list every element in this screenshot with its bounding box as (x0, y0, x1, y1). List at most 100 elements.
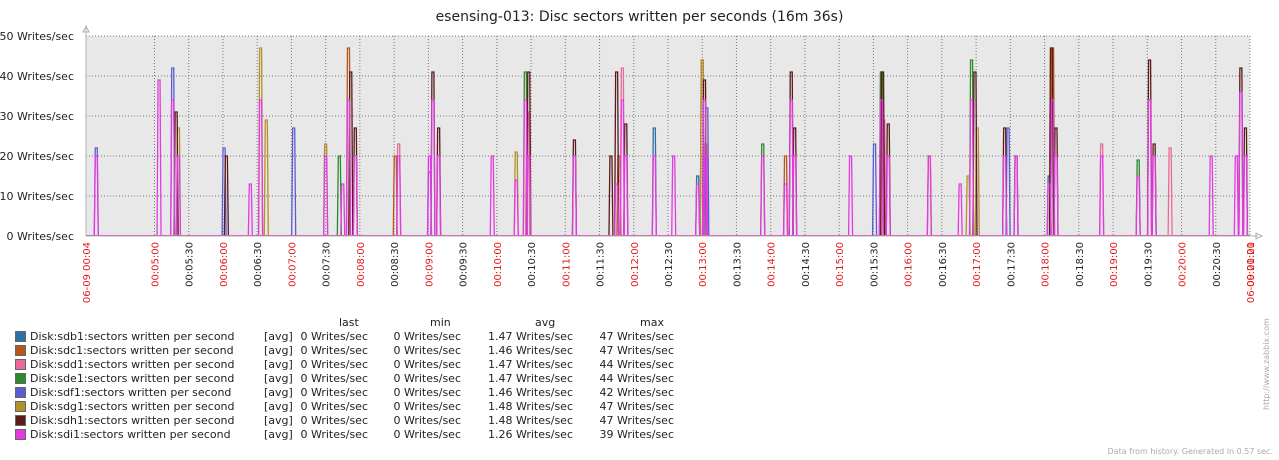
legend-avg: 1.46 Writes/sec (487, 344, 573, 357)
series-spike-8 (322, 155, 329, 237)
legend-avg: 1.26 Writes/sec (487, 428, 573, 441)
series-spike-8 (847, 155, 854, 237)
series-spike-8 (1208, 155, 1214, 237)
series-spike-7 (1048, 47, 1055, 237)
x-tick-label: 00:17:30 (1006, 242, 1017, 287)
x-tick-label: 00:07:30 (322, 242, 333, 287)
legend-swatch (15, 345, 26, 356)
legend-max: 44 Writes/sec (599, 358, 674, 371)
legend-name: Disk:sdf1:sectors written per second (30, 386, 232, 399)
legend-last: 0 Writes/sec (300, 358, 368, 371)
y-axis-arrow (82, 24, 90, 33)
legend-swatch (15, 373, 26, 384)
legend-min: 0 Writes/sec (393, 344, 461, 357)
chart-title: esensing-013: Disc sectors written per s… (435, 9, 844, 25)
x-tick-label-major: 00:11:00 (561, 242, 572, 287)
x-tick-label-major: 00:16:00 (904, 242, 915, 287)
series-spike-8 (1135, 175, 1141, 237)
x-tick-label-major: 00:13:00 (698, 242, 709, 287)
series-spike-8 (1098, 155, 1105, 237)
legend-header-last: last (339, 316, 359, 329)
legend-swatch (15, 401, 26, 412)
chart-svg: 0 Writes/sec 10 Writes/sec 20 Writes/sec 30… (0, 24, 1264, 303)
series-spike-8 (885, 155, 891, 237)
series-spike-8 (613, 183, 620, 237)
x-tick-label: 00:13:30 (732, 242, 743, 287)
x-tick-label-major: 00:20:00 (1178, 242, 1189, 287)
legend-func: [avg] (264, 372, 293, 385)
series-spike-8 (623, 155, 629, 237)
series-spike-8 (93, 155, 99, 237)
series-spike-8 (671, 155, 677, 237)
series-spike-8 (571, 155, 578, 237)
series-spike-8 (701, 99, 708, 237)
x-tick-label-major: 00:18:00 (1041, 242, 1052, 287)
series-spike-8 (760, 155, 766, 237)
legend-swatch (15, 415, 26, 426)
x-tick-label: 00:11:30 (596, 242, 607, 287)
legend-avg: 1.47 Writes/sec (487, 372, 573, 385)
legend-last: 0 Writes/sec (300, 386, 368, 399)
x-tick-label-major: 00:12:00 (630, 242, 641, 287)
x-tick-label: 00:08:30 (390, 242, 401, 287)
legend-swatch (15, 331, 26, 342)
series-spike-8 (619, 99, 626, 237)
series-spike-8 (788, 99, 794, 237)
legend-min: 0 Writes/sec (393, 372, 461, 385)
series-spike-8 (170, 99, 176, 237)
legend-func: [avg] (264, 330, 293, 343)
y-tick-label: 40 Writes/sec (0, 70, 74, 83)
series-spike-8 (1242, 155, 1249, 237)
series-spike-4 (336, 155, 342, 237)
legend-avg: 1.46 Writes/sec (487, 386, 573, 399)
x-tick-label: 00:19:30 (1143, 242, 1154, 287)
x-tick-label: 00:20:30 (1212, 242, 1223, 287)
series-spike-8 (926, 155, 932, 237)
legend-header-avg: avg (535, 316, 556, 329)
series-spike-8 (1151, 155, 1157, 237)
x-tick-label-major: 00:07:00 (287, 242, 298, 287)
x-tick-label-major: 00:05:00 (150, 242, 161, 287)
series-spike-8 (703, 155, 709, 237)
legend-name: Disk:sdg1:sectors written per second (30, 400, 235, 413)
legend-min: 0 Writes/sec (393, 400, 461, 413)
series-spike-8 (489, 155, 495, 237)
series-spike-5 (871, 143, 878, 237)
legend-min: 0 Writes/sec (393, 428, 461, 441)
y-tick-label: 20 Writes/sec (0, 150, 74, 163)
legend-name: Disk:sdd1:sectors written per second (30, 358, 235, 371)
series-spike-8 (175, 155, 182, 237)
series-spike-8 (340, 183, 346, 237)
legend-last: 0 Writes/sec (300, 344, 368, 357)
y-tick-label: 10 Writes/sec (0, 190, 74, 203)
legend-max: 39 Writes/sec (599, 428, 674, 441)
series-spike-8 (968, 99, 975, 237)
series-spike-8 (435, 155, 442, 237)
x-tick-label: 00:18:30 (1075, 242, 1086, 287)
legend-swatch (15, 429, 26, 440)
series-spike-8 (396, 155, 402, 237)
x-tick-label: 00:06:30 (253, 242, 264, 287)
x-tick-label-major: 00:17:00 (972, 242, 983, 287)
x-tick-label-major: 00:19:00 (1109, 242, 1120, 287)
series-spike-7 (608, 155, 614, 237)
x-tick-label: 00:14:30 (801, 242, 812, 287)
series-spike-7 (879, 71, 886, 237)
series-spike-8 (522, 99, 529, 237)
legend-func: [avg] (264, 386, 293, 399)
x-tick-label-major: 00:14:00 (767, 242, 778, 287)
x-tick-label: 00:09:30 (459, 242, 470, 287)
legend-swatch (15, 359, 26, 370)
x-tick-label: 00:10:30 (527, 242, 538, 287)
series-spike-8 (1238, 91, 1244, 237)
legend-last: 0 Writes/sec (300, 428, 368, 441)
legend-header-min: min (430, 316, 451, 329)
series-spike-8 (792, 155, 798, 237)
legend-name: Disk:sdi1:sectors written per second (30, 428, 231, 441)
legend-min: 0 Writes/sec (393, 330, 461, 343)
series-spike-8 (247, 183, 253, 237)
legend-last: 0 Writes/sec (300, 330, 368, 343)
x-tick-label: 00:12:30 (664, 242, 675, 287)
legend-name: Disk:sdh1:sectors written per second (30, 414, 235, 427)
x-tick-label-major: 00:06:00 (219, 242, 230, 287)
